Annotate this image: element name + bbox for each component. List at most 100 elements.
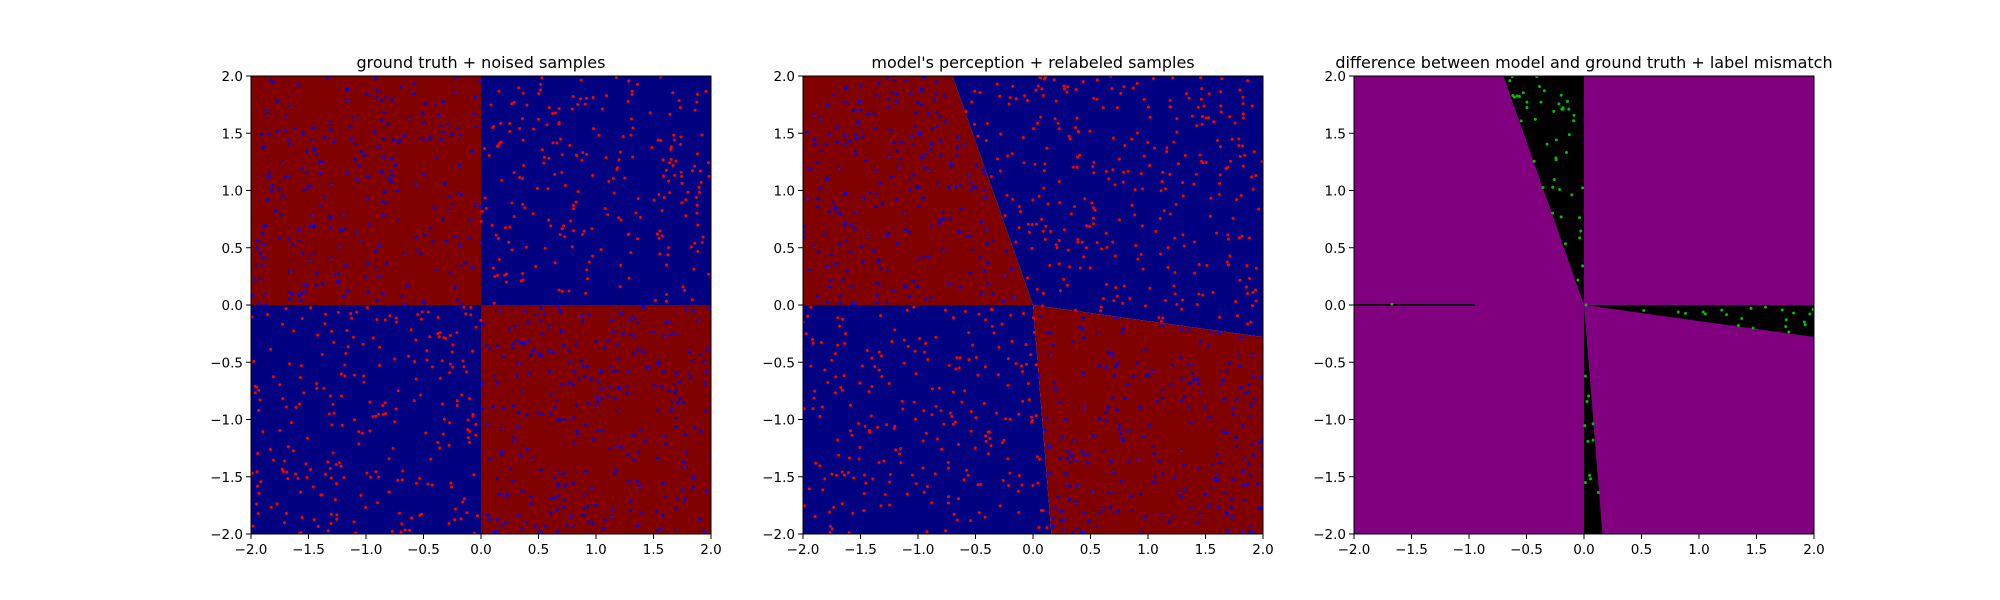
sample-point [549, 224, 553, 228]
sample-point [387, 490, 391, 494]
sample-point [1160, 324, 1164, 328]
sample-point [1065, 449, 1069, 453]
sample-point [975, 185, 979, 189]
sample-point [470, 149, 474, 153]
sample-point [464, 370, 468, 374]
sample-point [996, 373, 1000, 377]
sample-point [366, 197, 370, 201]
sample-point [438, 331, 442, 335]
sample-point [697, 190, 701, 194]
sample-point [1065, 483, 1069, 487]
sample-point [560, 170, 564, 174]
sample-point [635, 82, 639, 86]
sample-point [304, 283, 308, 287]
sample-point [521, 389, 525, 393]
sample-point [1180, 398, 1184, 402]
sample-point [1121, 439, 1125, 443]
sample-point [355, 310, 359, 314]
mismatch-point [1541, 185, 1545, 189]
sample-point [300, 317, 304, 321]
sample-point [403, 528, 407, 532]
sample-point [1017, 473, 1021, 477]
sample-point [300, 251, 304, 255]
sample-point [681, 285, 685, 289]
sample-point [981, 168, 985, 172]
sample-point [1201, 293, 1205, 297]
sample-point [695, 211, 699, 215]
sample-point [1044, 224, 1048, 228]
sample-point [655, 529, 659, 533]
sample-point [700, 133, 704, 137]
sample-point [468, 429, 472, 433]
sample-point [930, 501, 934, 505]
sample-point [286, 477, 290, 480]
sample-point [947, 282, 951, 286]
mismatch-point [1554, 138, 1558, 142]
sample-point [627, 79, 631, 83]
sample-point [280, 467, 284, 471]
sample-point [511, 434, 515, 438]
sample-point [636, 237, 640, 241]
sample-point [921, 466, 925, 470]
sample-point [1224, 513, 1228, 517]
sample-point [627, 276, 631, 280]
sample-point [495, 381, 499, 385]
sample-point [835, 473, 839, 477]
sample-point [680, 181, 684, 185]
sample-point [1222, 430, 1226, 434]
sample-point [495, 344, 499, 348]
sample-point [353, 418, 357, 422]
sample-point [982, 269, 986, 273]
sample-point [1130, 508, 1134, 512]
sample-point [704, 489, 708, 493]
sample-point [976, 373, 980, 377]
sample-point [371, 415, 375, 419]
sample-point [461, 500, 465, 504]
sample-point [948, 161, 952, 165]
sample-point [1035, 287, 1039, 291]
sample-point [917, 132, 921, 136]
sample-point [666, 253, 670, 257]
sample-point [1201, 114, 1205, 118]
sample-point [531, 456, 535, 460]
sample-point [330, 423, 334, 427]
sample-point [1146, 105, 1150, 109]
sample-point [340, 229, 344, 233]
sample-point [492, 301, 496, 305]
sample-point [331, 402, 335, 406]
mismatch-point [1558, 187, 1562, 191]
sample-point [1226, 237, 1230, 241]
sample-point [542, 155, 546, 159]
sample-point [462, 497, 466, 501]
sample-point [1193, 271, 1197, 275]
sample-point [291, 242, 295, 246]
sample-point [947, 186, 951, 190]
sample-point [946, 501, 950, 505]
sample-point [401, 469, 405, 473]
sample-point [1236, 353, 1240, 357]
sample-point [421, 172, 425, 176]
sample-point [547, 218, 551, 222]
sample-point [316, 333, 320, 337]
sample-point [537, 352, 541, 356]
sample-point [665, 299, 669, 303]
sample-point [263, 303, 267, 307]
sample-point [511, 479, 515, 483]
sample-point [1246, 322, 1250, 326]
sample-point [391, 98, 395, 102]
sample-point [935, 110, 939, 114]
sample-point [352, 157, 356, 161]
sample-point [577, 377, 581, 381]
sample-point [983, 196, 987, 200]
sample-point [614, 444, 618, 448]
sample-point [1171, 76, 1175, 80]
x-tick-label: 0.5 [528, 542, 549, 558]
sample-point [1057, 179, 1061, 183]
sample-point [377, 363, 381, 367]
sample-point [357, 430, 361, 434]
sample-point [862, 509, 866, 513]
mismatch-point [1551, 185, 1555, 189]
sample-point [1082, 453, 1086, 457]
sample-point [453, 507, 457, 511]
sample-point [425, 137, 429, 141]
